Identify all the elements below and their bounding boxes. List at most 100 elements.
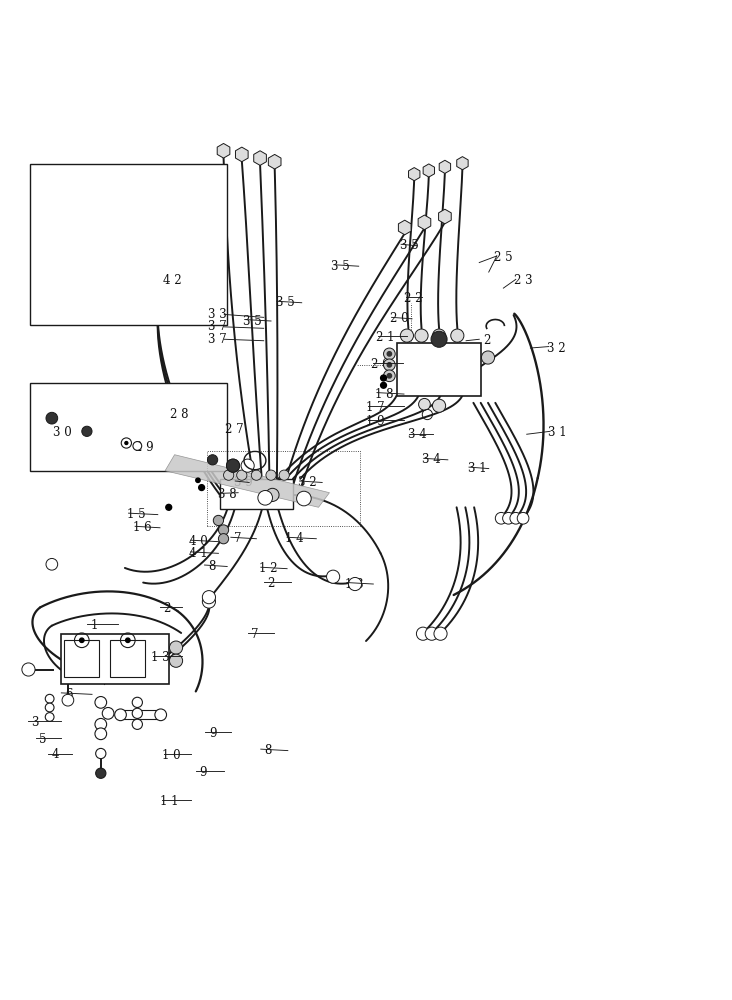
Circle shape: [218, 534, 228, 544]
Text: 9: 9: [199, 766, 207, 779]
Polygon shape: [269, 154, 281, 169]
Circle shape: [207, 455, 217, 465]
Circle shape: [122, 438, 132, 448]
Circle shape: [95, 697, 107, 708]
Text: 3 5: 3 5: [331, 260, 350, 273]
Polygon shape: [217, 143, 230, 158]
Bar: [30, 164, 227, 325]
Text: 3 1: 3 1: [548, 426, 567, 439]
Circle shape: [431, 331, 447, 347]
Circle shape: [125, 442, 128, 444]
Text: 6: 6: [65, 688, 72, 701]
Circle shape: [45, 713, 54, 721]
Bar: [121, 710, 161, 719]
Text: 1 4: 1 4: [285, 532, 304, 545]
Bar: [206, 451, 360, 526]
Text: 2 3: 2 3: [514, 274, 532, 287]
Text: 2 2: 2 2: [404, 292, 423, 305]
Text: 1 3: 1 3: [151, 651, 169, 664]
Bar: [111, 640, 146, 677]
Circle shape: [133, 442, 142, 450]
Circle shape: [266, 470, 276, 480]
Text: 1 7: 1 7: [366, 401, 385, 414]
Circle shape: [46, 412, 58, 424]
Circle shape: [82, 426, 92, 436]
Circle shape: [155, 709, 167, 721]
Circle shape: [387, 374, 392, 378]
Text: 1 3: 1 3: [345, 578, 364, 591]
Text: 2 5: 2 5: [494, 251, 512, 264]
Circle shape: [381, 375, 386, 381]
Circle shape: [384, 348, 395, 360]
Polygon shape: [165, 455, 329, 507]
Polygon shape: [418, 215, 430, 230]
Text: 3 9: 3 9: [234, 476, 253, 489]
Circle shape: [223, 470, 234, 480]
Circle shape: [170, 641, 182, 654]
Text: 3: 3: [31, 716, 39, 729]
Circle shape: [387, 363, 392, 367]
Circle shape: [384, 370, 395, 382]
Polygon shape: [423, 164, 435, 177]
Circle shape: [226, 459, 239, 472]
Circle shape: [503, 512, 515, 524]
Text: 1: 1: [91, 619, 98, 632]
Circle shape: [279, 470, 289, 480]
Circle shape: [96, 748, 106, 759]
Polygon shape: [439, 160, 451, 173]
Text: 4: 4: [52, 748, 59, 761]
Circle shape: [202, 595, 215, 608]
Circle shape: [198, 485, 204, 491]
Polygon shape: [236, 147, 248, 162]
Text: 1 2: 1 2: [259, 562, 277, 575]
Circle shape: [451, 329, 464, 342]
Text: 3 0: 3 0: [53, 426, 72, 439]
Text: 1 0: 1 0: [162, 749, 180, 762]
Text: 3 2: 3 2: [547, 342, 565, 355]
Text: 3 4: 3 4: [422, 453, 441, 466]
Circle shape: [417, 627, 430, 640]
Circle shape: [296, 491, 311, 506]
Circle shape: [496, 512, 507, 524]
Text: 5: 5: [40, 733, 47, 746]
Bar: [220, 479, 293, 509]
Circle shape: [62, 694, 74, 706]
Text: 3 2: 3 2: [298, 476, 317, 489]
Circle shape: [195, 478, 200, 482]
Circle shape: [236, 470, 247, 480]
Circle shape: [80, 638, 84, 642]
Text: 2: 2: [483, 334, 490, 347]
Circle shape: [95, 728, 107, 740]
Text: 2 8: 2 8: [171, 408, 189, 421]
Circle shape: [415, 329, 428, 342]
Text: 3 1: 3 1: [468, 462, 486, 475]
Circle shape: [326, 570, 340, 583]
Text: 3 7: 3 7: [208, 333, 226, 346]
Circle shape: [241, 459, 254, 472]
Circle shape: [166, 504, 172, 510]
Text: 8: 8: [208, 560, 215, 573]
Text: 2 0: 2 0: [389, 312, 408, 325]
Text: 4 1: 4 1: [189, 547, 207, 560]
Circle shape: [22, 663, 35, 676]
Circle shape: [95, 718, 107, 730]
Text: 2 9: 2 9: [135, 441, 154, 454]
Polygon shape: [457, 157, 468, 170]
Circle shape: [102, 707, 114, 719]
Circle shape: [226, 459, 239, 472]
Circle shape: [132, 719, 143, 729]
Bar: [30, 383, 227, 471]
Circle shape: [433, 399, 446, 412]
Text: 2: 2: [267, 577, 274, 590]
Circle shape: [381, 382, 386, 388]
Circle shape: [510, 512, 522, 524]
Text: 3 4: 3 4: [408, 428, 427, 441]
Circle shape: [400, 329, 414, 342]
Text: 8: 8: [264, 744, 272, 757]
Bar: [64, 640, 100, 677]
Text: 2 1: 2 1: [376, 331, 395, 344]
Bar: [397, 343, 481, 396]
Polygon shape: [408, 168, 420, 181]
Circle shape: [434, 627, 447, 640]
Circle shape: [45, 694, 54, 703]
